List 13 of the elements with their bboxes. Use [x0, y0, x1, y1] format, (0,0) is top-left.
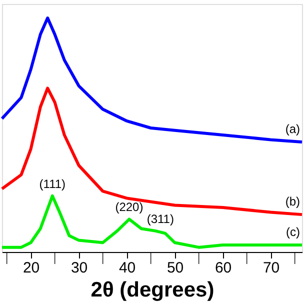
annotation: (220): [115, 200, 144, 214]
x-axis-title: 2θ (degrees): [90, 278, 214, 302]
series-label: (b): [285, 194, 300, 209]
series-label: (c): [286, 224, 300, 239]
annotation: (111): [39, 176, 66, 191]
x-tick-label: 20: [22, 260, 40, 276]
x-tick-label: 50: [166, 260, 184, 276]
series-label: (a): [285, 122, 300, 136]
x-tick-label: 40: [118, 260, 136, 276]
x-tick-label: 70: [262, 260, 280, 276]
x-tick-label: 60: [214, 260, 232, 276]
x-tick-label: 30: [70, 260, 88, 276]
annotation: (311): [146, 212, 174, 226]
